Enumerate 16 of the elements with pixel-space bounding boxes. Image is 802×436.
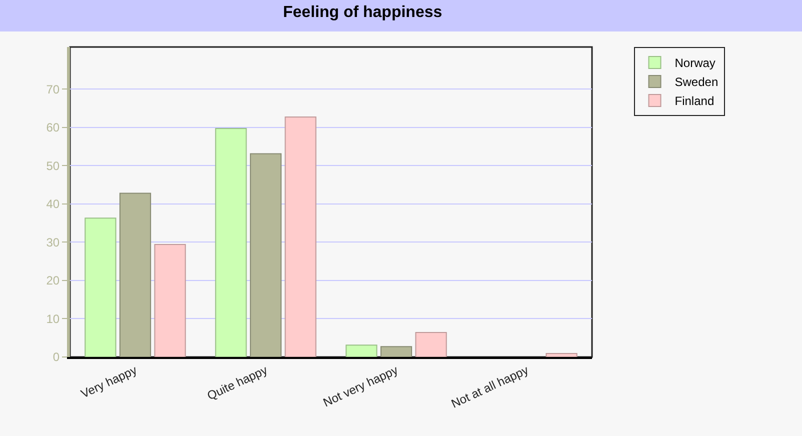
y-tick-label: 60 (46, 120, 60, 135)
y-tick-label: 30 (46, 235, 60, 250)
legend-label: Finland (674, 94, 714, 108)
y-tick-label: 70 (46, 82, 60, 96)
x-tick-label: Very happy (78, 362, 140, 401)
x-tick-label: Not very happy (320, 362, 400, 410)
x-tick-label: Not at all happy (449, 362, 531, 411)
y-tick-label: 0 (52, 350, 60, 364)
chart-title: Feeling of happiness (283, 4, 442, 21)
y-tick-label: 50 (46, 158, 60, 173)
x-tick-label: Quite happy (204, 362, 270, 403)
legend-label: Sweden (674, 75, 718, 90)
y-tick-label: 20 (46, 274, 60, 288)
y-tick-label: 10 (46, 312, 60, 326)
y-tick-label: 40 (46, 197, 60, 212)
legend-label: Norway (674, 56, 716, 70)
